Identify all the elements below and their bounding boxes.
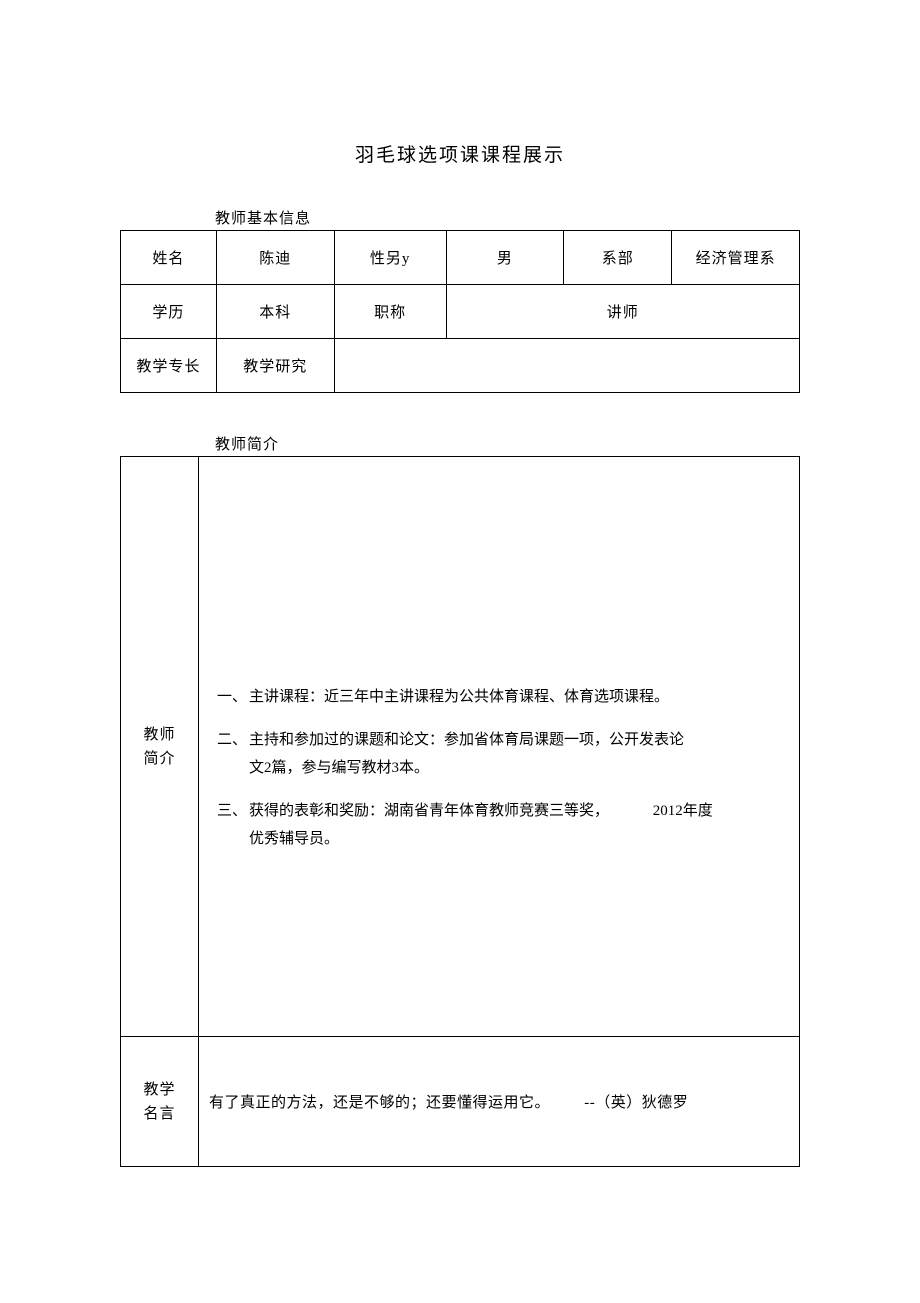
intro-item-num: 一、 <box>217 683 247 712</box>
intro-item-num: 二、 <box>217 726 247 783</box>
intro-content-inner: 一、 主讲课程：近三年中主讲课程为公共体育课程、体育选项课程。 二、 主持和参加… <box>217 625 781 854</box>
intro-item-3: 三、 获得的表彰和奖励：湖南省青年体育教师竞赛三等奖， 2012年度 优秀辅导员… <box>217 797 781 854</box>
specialty-value: 教学研究 <box>216 339 334 393</box>
gender-label: 性另y <box>334 231 446 285</box>
quote-label-line1: 教学 <box>121 1078 198 1102</box>
dept-value: 经济管理系 <box>672 231 800 285</box>
dept-label: 系部 <box>564 231 672 285</box>
intro-item-text: 获得的表彰和奖励：湖南省青年体育教师竞赛三等奖， 2012年度 优秀辅导员。 <box>247 797 781 854</box>
intro-label-line1: 教师 <box>121 723 198 747</box>
table-row: 姓名 陈迪 性另y 男 系部 经济管理系 <box>121 231 800 285</box>
intro-item-text: 主讲课程：近三年中主讲课程为公共体育课程、体育选项课程。 <box>247 683 781 712</box>
quote-attribution: --（英）狄德罗 <box>584 1095 688 1111</box>
table-row: 教学 名言 有了真正的方法，还是不够的；还要懂得运用它。 --（英）狄德罗 <box>121 1037 800 1167</box>
quote-label: 教学 名言 <box>121 1037 199 1167</box>
table-row: 学历 本科 职称 讲师 <box>121 285 800 339</box>
quote-label-line2: 名言 <box>121 1102 198 1126</box>
quote-text: 有了真正的方法，还是不够的；还要懂得运用它。 <box>209 1095 550 1111</box>
intro-label: 教师 简介 <box>121 457 199 1037</box>
gender-value: 男 <box>446 231 564 285</box>
specialty-label: 教学专长 <box>121 339 217 393</box>
intro-label-line2: 简介 <box>121 747 198 771</box>
intro-item-1: 一、 主讲课程：近三年中主讲课程为公共体育课程、体育选项课程。 <box>217 683 781 712</box>
intro-table: 教师 简介 一、 主讲课程：近三年中主讲课程为公共体育课程、体育选项课程。 二、… <box>120 456 800 1167</box>
intro-item-num: 三、 <box>217 797 247 854</box>
intro-item-text: 主持和参加过的课题和论文：参加省体育局课题一项，公开发表论 文2篇，参与编写教材… <box>247 726 781 783</box>
intro-item-line1: 获得的表彰和奖励：湖南省青年体育教师竞赛三等奖， <box>249 803 609 819</box>
basic-info-table: 姓名 陈迪 性另y 男 系部 经济管理系 学历 本科 职称 讲师 教学专长 教学… <box>120 230 800 393</box>
edu-value: 本科 <box>216 285 334 339</box>
name-label: 姓名 <box>121 231 217 285</box>
specialty-empty <box>334 339 799 393</box>
title-value: 讲师 <box>446 285 800 339</box>
intro-item-2: 二、 主持和参加过的课题和论文：参加省体育局课题一项，公开发表论 文2篇，参与编… <box>217 726 781 783</box>
title-label: 职称 <box>334 285 446 339</box>
quote-content: 有了真正的方法，还是不够的；还要懂得运用它。 --（英）狄德罗 <box>199 1037 800 1167</box>
intro-item-line2: 文2篇，参与编写教材3本。 <box>249 760 429 776</box>
name-value: 陈迪 <box>216 231 334 285</box>
edu-label: 学历 <box>121 285 217 339</box>
page-title: 羽毛球选项课课程展示 <box>120 140 800 167</box>
table-row: 教师 简介 一、 主讲课程：近三年中主讲课程为公共体育课程、体育选项课程。 二、… <box>121 457 800 1037</box>
intro-header: 教师简介 <box>215 433 800 454</box>
intro-item-year: 2012年度 <box>653 803 713 819</box>
basic-info-header: 教师基本信息 <box>215 207 800 228</box>
intro-content: 一、 主讲课程：近三年中主讲课程为公共体育课程、体育选项课程。 二、 主持和参加… <box>199 457 800 1037</box>
intro-item-line2: 优秀辅导员。 <box>249 831 339 847</box>
table-row: 教学专长 教学研究 <box>121 339 800 393</box>
intro-item-line1: 主持和参加过的课题和论文：参加省体育局课题一项，公开发表论 <box>249 732 684 748</box>
